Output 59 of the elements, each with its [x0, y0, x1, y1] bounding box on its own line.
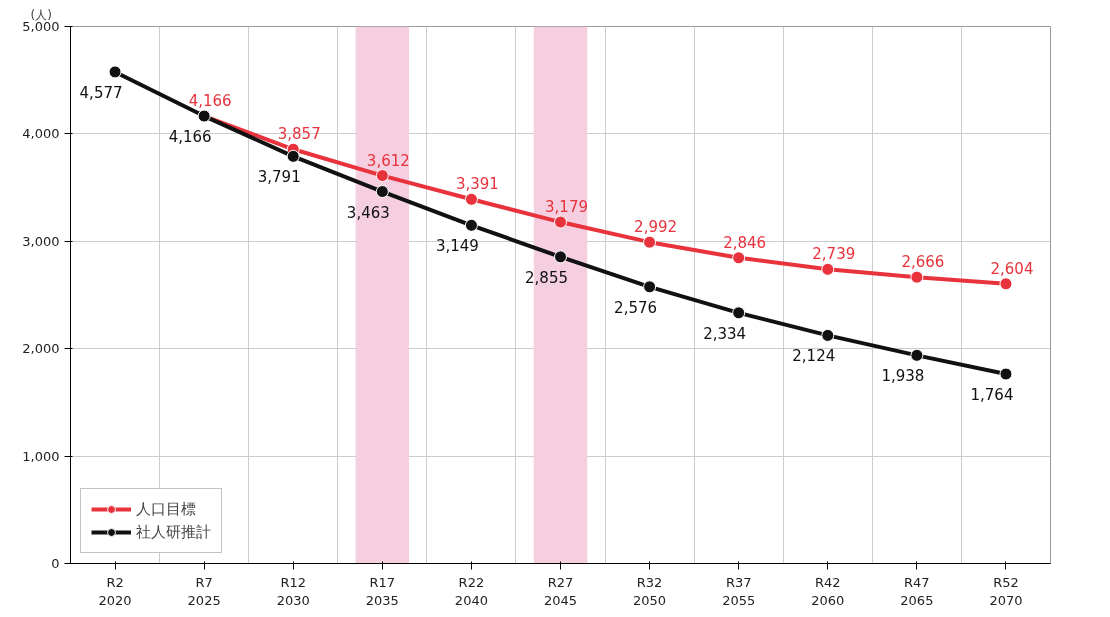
legend-label: 社人研推計 [136, 522, 211, 542]
data-label: 2,334 [703, 324, 747, 343]
legend-label: 人口目標 [136, 499, 196, 519]
point [732, 306, 746, 320]
point [910, 270, 924, 284]
data-label: 2,124 [792, 347, 836, 366]
x-tick-label: R7 2025 [187, 574, 221, 608]
data-label: 2,666 [901, 253, 945, 272]
y-tick-label: 0 [51, 556, 60, 571]
data-label: 3,791 [257, 168, 301, 187]
data-label: 4,166 [168, 128, 212, 147]
data-label: 3,612 [366, 151, 410, 170]
data-label: 3,391 [455, 175, 499, 194]
x-tick-label: R12 2030 [276, 574, 310, 608]
y-tick-label: 3,000 [22, 233, 60, 249]
point [821, 328, 835, 342]
x-tick-label: R42 2060 [811, 574, 845, 608]
data-label: 3,857 [277, 125, 321, 144]
data-label: 1,938 [881, 367, 925, 386]
x-tick-label: R27 2045 [543, 574, 578, 608]
x-tick-label: R2 2020 [98, 574, 132, 608]
point [375, 185, 389, 199]
data-label: 2,846 [723, 233, 767, 252]
data-label: 2,604 [990, 259, 1034, 278]
point [554, 215, 567, 229]
data-label: 1,764 [970, 386, 1014, 405]
x-tick-label: R37 2055 [722, 574, 756, 608]
point [375, 169, 389, 183]
data-label: 2,992 [634, 218, 678, 237]
data-label: 3,149 [435, 237, 479, 256]
y-tick-label: 4,000 [22, 126, 60, 142]
data-label: 2,855 [525, 268, 568, 287]
x-tick-label: R52 2070 [989, 574, 1023, 608]
point [643, 280, 657, 294]
y-tick-label: 2,000 [22, 341, 60, 357]
point [643, 235, 657, 249]
point [286, 149, 300, 163]
x-tick-label: R32 2050 [633, 574, 667, 608]
data-label: 4,166 [188, 92, 232, 111]
data-label: 2,576 [614, 298, 658, 317]
data-label: 2,739 [812, 245, 856, 264]
data-label: 4,577 [79, 83, 123, 102]
point [999, 277, 1013, 291]
point [464, 192, 478, 206]
point [732, 251, 746, 265]
point [554, 250, 567, 264]
y-tick-label: 1,000 [22, 448, 60, 464]
point [999, 367, 1013, 381]
x-tick-label: R47 2065 [900, 574, 934, 608]
point [821, 262, 835, 276]
data-label: 3,179 [545, 198, 588, 217]
data-label: 3,463 [346, 203, 390, 222]
point [108, 65, 122, 79]
x-tick-label: R22 2040 [454, 574, 488, 608]
y-tick-label: 5,000 [22, 19, 60, 34]
point [910, 348, 924, 362]
point [464, 218, 478, 232]
x-tick-label: R17 2035 [365, 574, 399, 608]
y-axis-title: (人) [30, 7, 52, 22]
